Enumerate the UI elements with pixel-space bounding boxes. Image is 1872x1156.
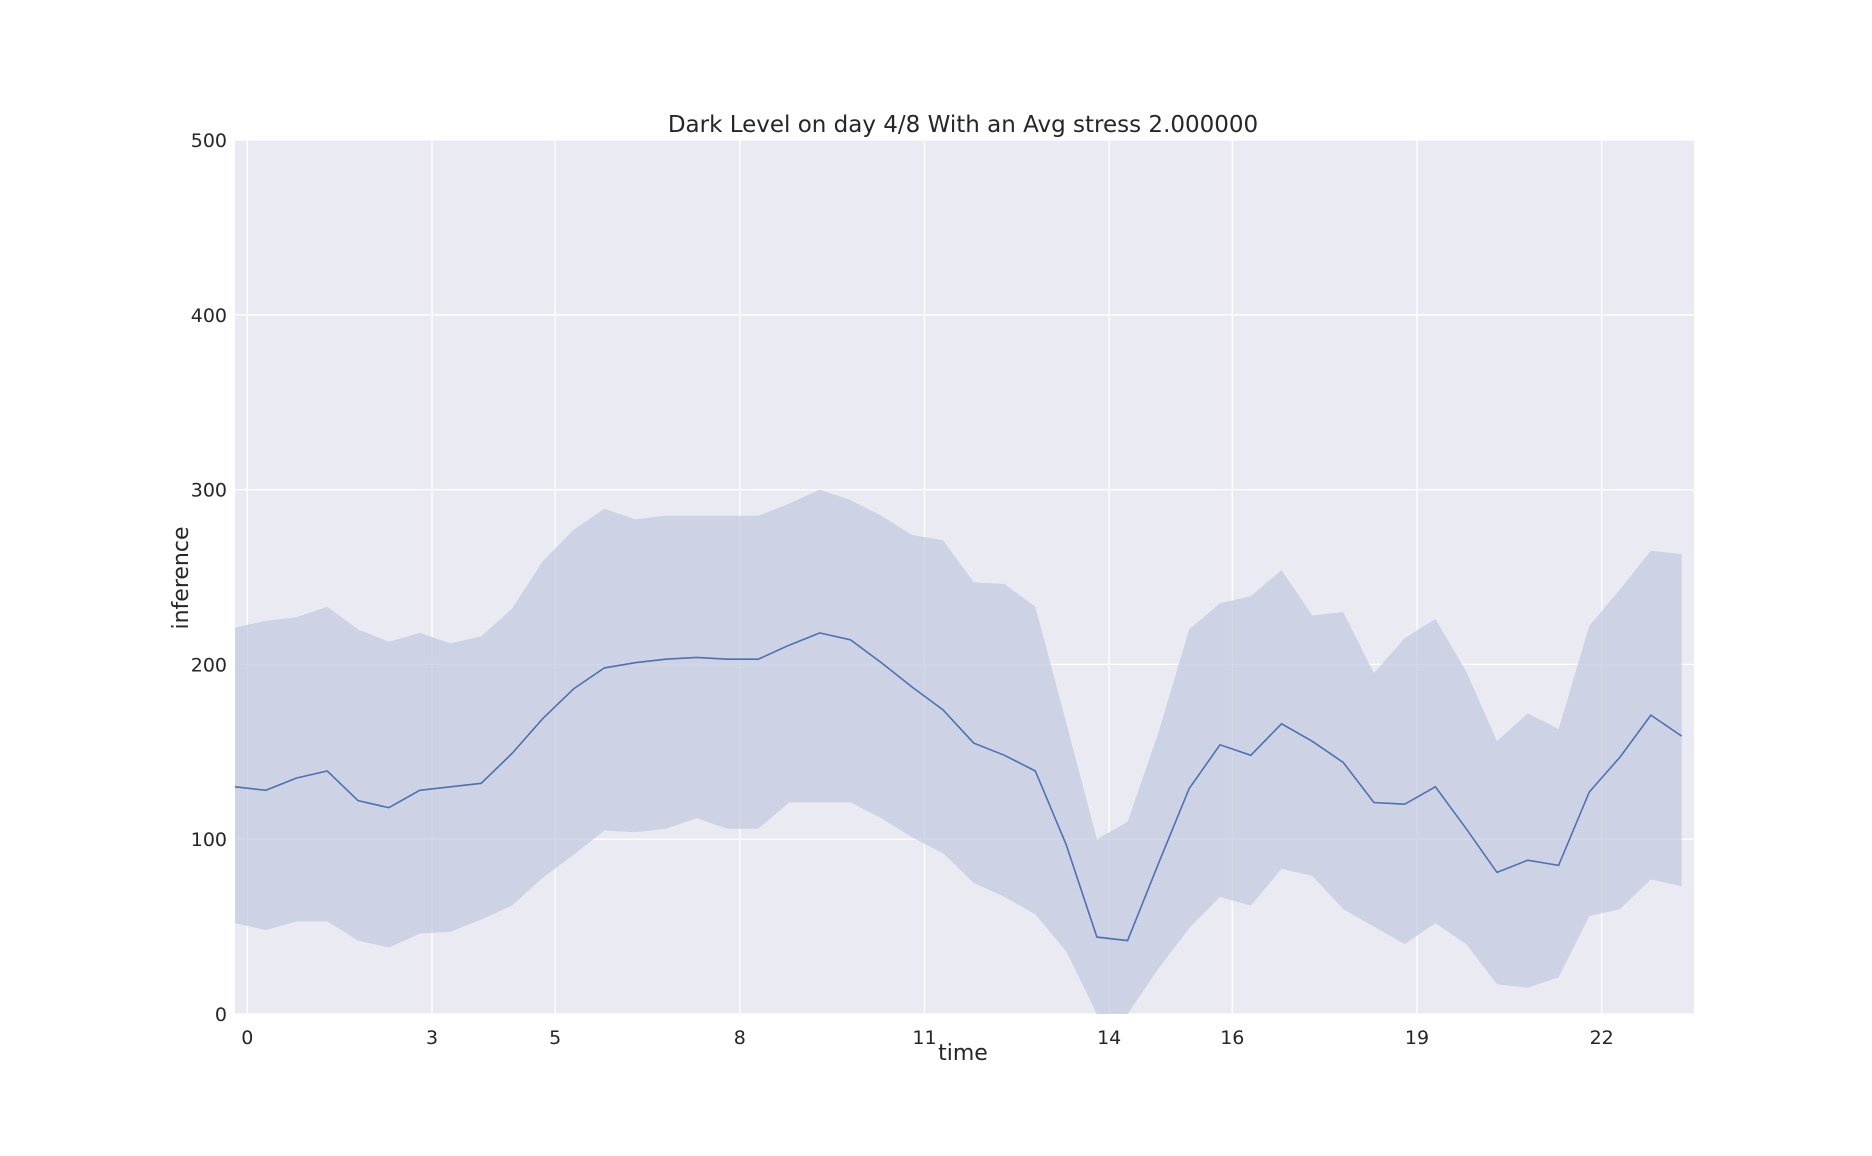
y-tick-labels: 0 100 200 300 400 500 <box>191 130 227 1026</box>
x-axis-label: time <box>938 1041 988 1066</box>
x-tick-label: 11 <box>912 1027 936 1049</box>
confidence-band <box>235 489 1682 1015</box>
chart-title: Dark Level on day 4/8 With an Avg stress… <box>668 112 1258 138</box>
x-tick-label: 16 <box>1220 1027 1244 1049</box>
y-tick-label: 200 <box>191 654 227 676</box>
y-tick-label: 500 <box>191 130 227 152</box>
x-tick-label: 22 <box>1590 1027 1614 1049</box>
y-tick-label: 300 <box>191 480 227 502</box>
y-tick-label: 400 <box>191 305 227 327</box>
y-axis-label: inference <box>169 526 194 629</box>
x-tick-label: 3 <box>426 1027 438 1049</box>
x-tick-label: 0 <box>241 1027 253 1049</box>
series-line-group <box>234 632 1683 942</box>
x-tick-label: 8 <box>734 1027 746 1049</box>
x-tick-labels: 0 3 5 8 11 14 16 19 22 <box>241 1027 1613 1049</box>
y-tick-label: 100 <box>191 829 227 851</box>
y-tick-label: 0 <box>215 1004 227 1026</box>
series-line <box>234 632 1683 942</box>
x-tick-label: 19 <box>1405 1027 1429 1049</box>
x-tick-label: 5 <box>549 1027 561 1049</box>
x-tick-label: 14 <box>1097 1027 1121 1049</box>
confidence-band-group <box>235 489 1682 1015</box>
